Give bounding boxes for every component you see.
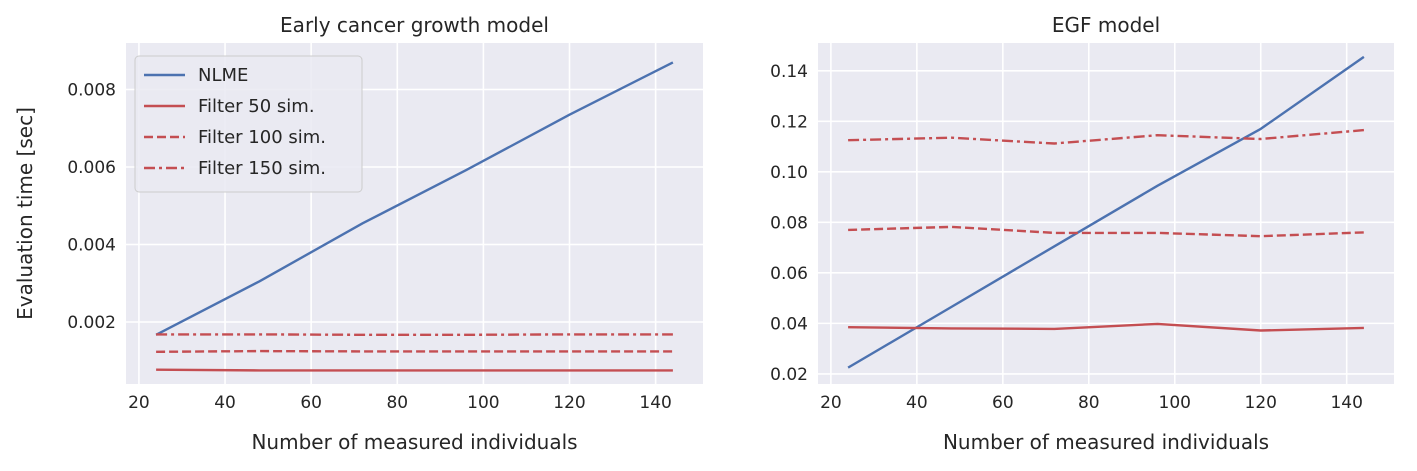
legend-box (134, 55, 363, 193)
chart-egf-model: 20 40 60 80 100 120 140 0.02 0.04 0.06 0.08 0.10 0.1… (770, 13, 1394, 454)
y-tick-label: 0.06 (770, 264, 808, 284)
legend-label: NLME (198, 65, 248, 86)
series-line-solid (155, 61, 674, 336)
legend-label: Filter 50 sim. (198, 96, 315, 117)
chart-title: Early cancer growth model (280, 13, 549, 37)
x-tick-label: 120 (553, 393, 585, 413)
y-tick-label: 0.04 (770, 314, 808, 334)
x-tick-label: 20 (820, 393, 842, 413)
y-tick-label: 0.10 (770, 163, 808, 183)
x-tick-label: 60 (992, 393, 1014, 413)
x-axis-label: Number of measured individuals (251, 430, 577, 454)
plot-area (818, 43, 1394, 384)
series-line-dashed (156, 349, 673, 353)
series-line-dashed (848, 225, 1364, 238)
chart-title: EGF model (1052, 13, 1160, 37)
x-tick-label: 60 (300, 393, 322, 413)
y-tick-label: 0.008 (67, 81, 116, 101)
x-tick-label: 120 (1245, 393, 1277, 413)
x-tick-label: 80 (1078, 393, 1100, 413)
y-tick-label: 0.02 (770, 365, 808, 385)
y-tick-label: 0.08 (770, 213, 808, 233)
y-tick-label: 0.004 (67, 236, 116, 256)
series-line-solid (847, 55, 1365, 369)
legend-label: Filter 100 sim. (198, 127, 326, 148)
series-line-solid (848, 322, 1364, 332)
x-tick-label: 40 (906, 393, 928, 413)
y-tick-label: 0.006 (67, 158, 116, 178)
series-line-solid (156, 368, 673, 372)
x-axis-label: Number of measured individuals (943, 430, 1269, 454)
y-axis-label: Evaluation time [sec] (13, 107, 37, 320)
x-tick-label: 80 (386, 393, 408, 413)
x-tick-label: 100 (1159, 393, 1191, 413)
x-tick-label: 140 (639, 393, 671, 413)
y-tick-label: 0.002 (67, 313, 116, 333)
x-tick-label: 140 (1330, 393, 1362, 413)
legend-label: Filter 150 sim. (198, 158, 326, 179)
chart-early-cancer-growth: 20 40 60 80 100 120 140 0.002 0.004 0.006 0.008 Ear… (13, 13, 703, 454)
y-tick-label: 0.12 (770, 112, 808, 132)
x-tick-label: 40 (214, 393, 236, 413)
x-tick-label: 100 (467, 393, 499, 413)
x-tick-label: 20 (128, 393, 150, 413)
series-line-dashdot (848, 128, 1365, 145)
y-tick-label: 0.14 (770, 62, 808, 82)
